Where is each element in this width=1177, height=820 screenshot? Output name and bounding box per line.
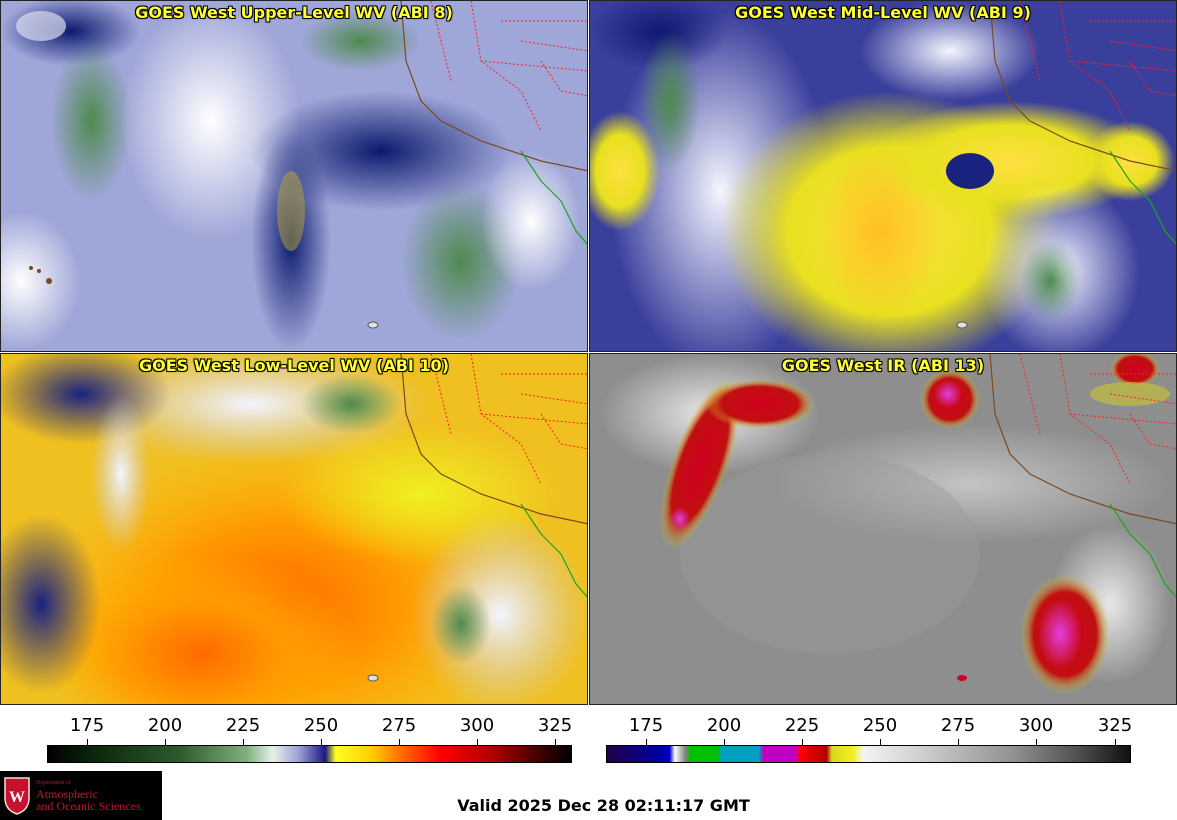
state-borders-overlay	[957, 354, 1176, 681]
low-level-wv-panel: GOES West Low-Level WV (ABI 10)	[0, 353, 588, 705]
colorbar-tick-label: 325	[537, 715, 573, 736]
colorbar-tick	[321, 739, 322, 745]
colorbar-tick-label: 175	[69, 715, 105, 736]
logo-department-text: Department of	[36, 780, 71, 786]
ir-image	[590, 354, 1176, 704]
colorbar-tick-label: 225	[225, 715, 261, 736]
panel-title: GOES West Upper-Level WV (ABI 8)	[135, 3, 453, 22]
panel-title: GOES West Low-Level WV (ABI 10)	[138, 356, 449, 375]
logo-oceanic-text: and Oceanic Sciences	[36, 799, 141, 813]
colorbar-tick-label: 250	[862, 715, 898, 736]
ir-panel: GOES West IR (ABI 13)	[589, 353, 1177, 705]
colorbar-tick	[1036, 739, 1037, 745]
state-borders-overlay	[367, 354, 587, 682]
wv-colorbar: 175 200 225 250 275 300 325	[0, 706, 588, 770]
colorbar-tick	[555, 739, 556, 745]
colorbar-tick	[477, 739, 478, 745]
colorbar-tick	[1115, 739, 1116, 745]
colorbar-tick-label: 275	[381, 715, 417, 736]
ir-colorbar: 175 200 225 250 275 300 325	[589, 706, 1177, 770]
colorbar-tick	[802, 739, 803, 745]
mid-level-wv-panel: GOES West Mid-Level WV (ABI 9)	[589, 0, 1177, 352]
colorbar-tick-label: 175	[628, 715, 664, 736]
colorbar-tick	[880, 739, 881, 745]
panel-title: GOES West Mid-Level WV (ABI 9)	[735, 3, 1031, 22]
colorbar-tick-label: 325	[1097, 715, 1133, 736]
logo-atmospheric-text: Atmospheric	[36, 787, 98, 801]
colorbar-tick	[243, 739, 244, 745]
upper-level-wv-image	[1, 1, 587, 351]
colorbar-tick	[399, 739, 400, 745]
colorbar-tick	[646, 739, 647, 745]
ir-colorbar-gradient	[606, 745, 1131, 763]
colorbar-tick-label: 200	[147, 715, 183, 736]
colorbar-tick-label: 250	[303, 715, 339, 736]
panel-title: GOES West IR (ABI 13)	[781, 356, 985, 375]
aos-logo: W Department of Atmospheric and Oceanic …	[0, 771, 162, 820]
colorbar-tick-label: 300	[459, 715, 495, 736]
colorbar-tick-label: 275	[940, 715, 976, 736]
wv-colorbar-gradient	[47, 745, 572, 763]
mid-level-wv-image	[590, 1, 1176, 351]
colorbar-tick-label: 225	[784, 715, 820, 736]
colorbar-tick	[165, 739, 166, 745]
upper-level-wv-panel: GOES West Upper-Level WV (ABI 8)	[0, 0, 588, 352]
valid-time: Valid 2025 Dec 28 02:11:17 GMT	[457, 796, 750, 815]
colorbar-tick	[87, 739, 88, 745]
colorbar-tick-label: 200	[706, 715, 742, 736]
uw-crest-icon: W	[4, 777, 30, 815]
state-borders-overlay	[956, 1, 1176, 329]
colorbar-tick	[958, 739, 959, 745]
svg-text:W: W	[9, 789, 25, 806]
colorbar-tick	[724, 739, 725, 745]
state-borders-overlay	[29, 1, 587, 329]
low-level-wv-image	[1, 354, 587, 704]
colorbar-tick-label: 300	[1018, 715, 1054, 736]
